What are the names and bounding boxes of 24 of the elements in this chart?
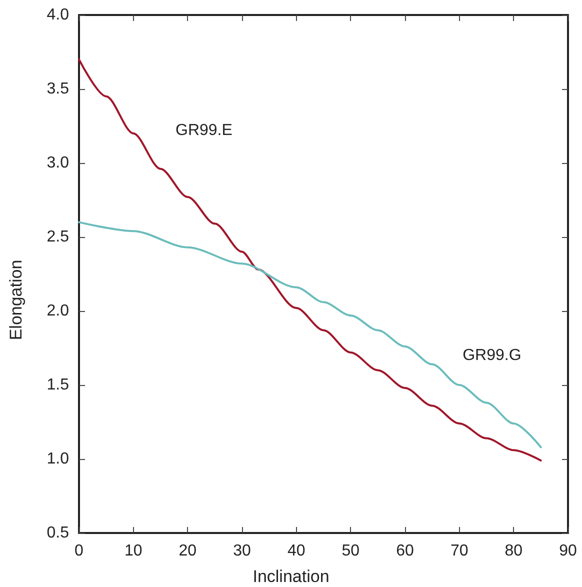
y-tick-label: 3.0 bbox=[46, 154, 70, 172]
x-tick-label: 0 bbox=[74, 542, 84, 560]
x-tick-label: 30 bbox=[233, 542, 251, 560]
x-tick-label: 60 bbox=[396, 542, 414, 560]
y-tick-label: 1.5 bbox=[46, 376, 70, 394]
y-axis-title: Elongation bbox=[6, 260, 26, 340]
x-tick-label: 80 bbox=[504, 542, 523, 560]
y-tick-label: 2.0 bbox=[46, 302, 70, 320]
x-tick-label: 40 bbox=[287, 542, 306, 560]
x-axis-title: Inclination bbox=[252, 567, 330, 586]
y-tick-label: 0.5 bbox=[46, 524, 70, 542]
series-label: GR99.G bbox=[462, 346, 522, 364]
x-tick-label: 20 bbox=[178, 542, 197, 560]
y-tick-label: 2.5 bbox=[46, 228, 70, 246]
y-tick-label: 3.5 bbox=[46, 80, 70, 98]
y-tick-label: 1.0 bbox=[46, 450, 70, 468]
line-series bbox=[78, 221, 542, 448]
x-tick-label: 50 bbox=[342, 542, 360, 560]
line-series bbox=[78, 58, 542, 462]
y-tick-label: 4.0 bbox=[46, 6, 70, 24]
x-tick-label: 70 bbox=[450, 542, 468, 560]
series-label: GR99.E bbox=[176, 122, 232, 139]
x-tick-label: 10 bbox=[124, 542, 142, 560]
x-tick-label: 90 bbox=[559, 542, 577, 560]
